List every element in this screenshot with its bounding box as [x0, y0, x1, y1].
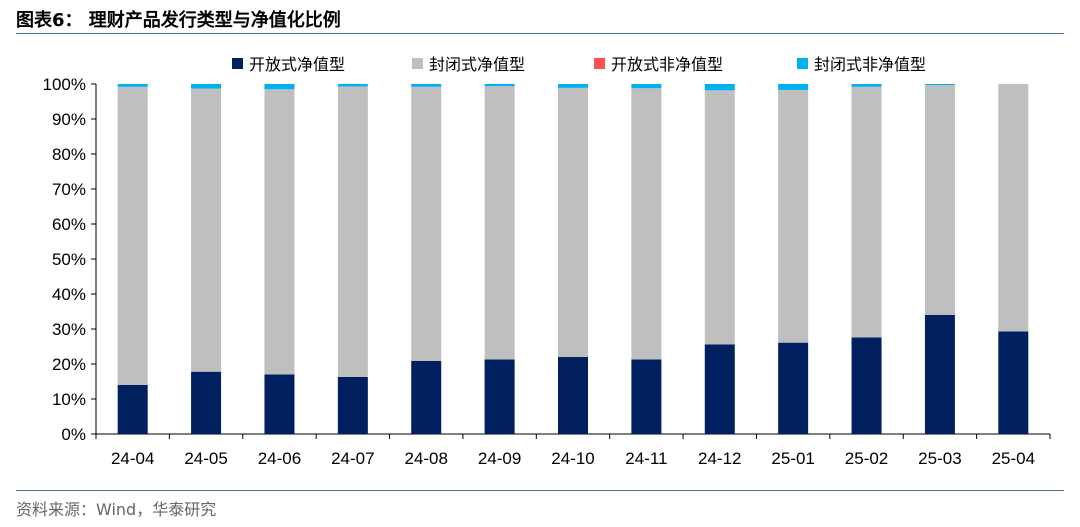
y-tick-label: 10% — [52, 390, 86, 409]
bar-segment-closed-nav-24-06 — [264, 89, 295, 375]
bar-segment-open-nav-24-12 — [704, 344, 735, 434]
bar-segment-closed-nav-25-01 — [778, 89, 809, 343]
bar-segment-closed-nav-24-07 — [337, 86, 368, 377]
y-tick-label: 40% — [52, 285, 86, 304]
bar-segment-closed-nav-25-04 — [998, 84, 1029, 332]
x-tick-label: 25-02 — [845, 449, 888, 468]
bar-segment-open-nav-24-05 — [191, 371, 222, 434]
chart-title: 图表6： 理财产品发行类型与净值化比例 — [16, 10, 341, 31]
bar-segment-open-nav-25-04 — [998, 331, 1029, 434]
legend-label: 开放式净值型 — [249, 56, 345, 74]
bar-segment-closed-nav-25-03 — [924, 85, 955, 315]
legend-label: 开放式非净值型 — [611, 56, 723, 74]
x-tick-label: 24-07 — [331, 449, 374, 468]
x-tick-label: 24-11 — [625, 449, 667, 468]
bar-segment-open-nav-25-03 — [924, 315, 955, 434]
x-tick-label: 24-12 — [698, 449, 741, 468]
x-tick-label: 24-09 — [478, 449, 521, 468]
bar-segment-open-nav-24-04 — [117, 385, 148, 434]
y-tick-label: 30% — [52, 320, 86, 339]
bar-segment-closed-non-nav-24-10 — [558, 84, 588, 88]
legend-swatch — [797, 58, 808, 69]
y-tick-label: 60% — [52, 215, 86, 234]
y-tick-label: 70% — [52, 180, 86, 199]
bar-segment-open-nav-25-02 — [851, 337, 882, 434]
x-tick-label: 25-03 — [918, 449, 961, 468]
bar-segment-closed-nav-24-08 — [411, 86, 442, 361]
legend-swatch — [232, 58, 243, 69]
bar-segment-closed-nav-24-10 — [558, 87, 588, 357]
bar-segment-closed-nav-24-09 — [484, 86, 515, 360]
source-note: 资料来源：Wind，华泰研究 — [16, 500, 217, 519]
bar-segment-closed-non-nav-24-05 — [191, 84, 222, 89]
bar-segment-closed-nav-24-04 — [117, 86, 148, 386]
bar-segment-closed-non-nav-24-09 — [484, 84, 515, 87]
bar-segment-open-nav-24-08 — [411, 360, 442, 434]
bar-segment-closed-non-nav-25-01 — [778, 84, 809, 90]
bar-segment-closed-non-nav-24-06 — [264, 84, 295, 90]
y-tick-label: 80% — [52, 145, 86, 164]
x-tick-label: 25-04 — [992, 449, 1035, 468]
bar-segment-closed-non-nav-24-07 — [337, 84, 368, 87]
bar-segment-closed-nav-24-12 — [704, 90, 735, 345]
bar-segment-open-nav-24-09 — [484, 359, 515, 434]
y-tick-label: 0% — [61, 425, 86, 444]
y-tick-label: 90% — [52, 110, 86, 129]
bar-segment-closed-nav-24-05 — [191, 88, 222, 372]
bar-segment-open-nav-24-10 — [558, 357, 588, 434]
bar-segment-open-nav-24-11 — [631, 359, 662, 434]
x-tick-label: 25-01 — [771, 449, 814, 468]
x-tick-label: 24-04 — [111, 449, 154, 468]
bar-segment-closed-non-nav-25-03 — [924, 84, 955, 86]
x-tick-label: 24-06 — [258, 449, 301, 468]
bar-segment-closed-non-nav-25-02 — [851, 84, 882, 87]
bar-segment-closed-non-nav-24-11 — [631, 84, 662, 89]
stacked-bar-chart: 0% 10% 20% 30% 40% 50% 60% 70% 80% 90% 100% 24-04 24… — [43, 56, 1051, 468]
y-tick-label: 20% — [52, 355, 86, 374]
bar-segment-closed-non-nav-24-04 — [117, 84, 148, 87]
bar-segment-closed-non-nav-24-12 — [704, 84, 735, 91]
legend-swatch — [594, 58, 605, 69]
bar-segment-closed-non-nav-24-08 — [411, 84, 442, 87]
bar-segment-open-nav-24-07 — [337, 376, 368, 434]
y-tick-label: 100% — [43, 75, 86, 94]
y-tick-label: 50% — [52, 250, 86, 269]
x-tick-label: 24-05 — [184, 449, 227, 468]
legend-swatch — [412, 58, 423, 69]
footer-divider — [16, 490, 1064, 491]
bar-segment-closed-nav-24-11 — [631, 88, 662, 360]
x-tick-label: 24-08 — [404, 449, 447, 468]
legend-label: 封闭式净值型 — [429, 56, 525, 74]
bar-segment-open-nav-24-06 — [264, 374, 295, 434]
x-tick-label: 24-10 — [551, 449, 594, 468]
legend-label: 封闭式非净值型 — [814, 56, 926, 74]
bar-segment-closed-nav-25-02 — [851, 86, 882, 338]
title-divider — [16, 33, 1064, 34]
bar-segment-open-nav-25-01 — [778, 342, 809, 434]
